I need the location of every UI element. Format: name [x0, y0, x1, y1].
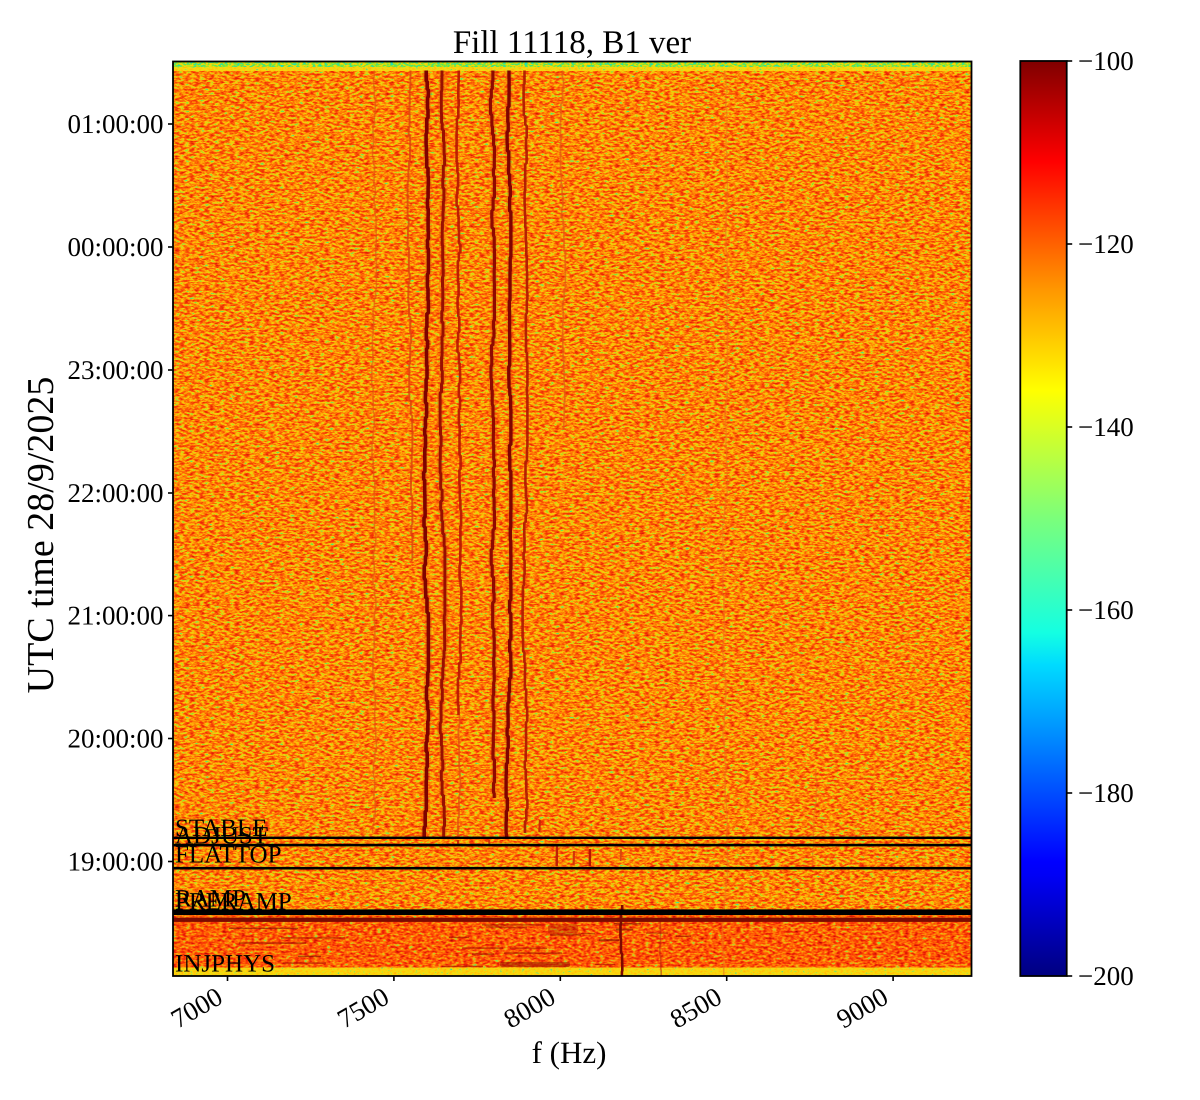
svg-text:STABLE: STABLE	[175, 815, 267, 842]
svg-text:01:00:00: 01:00:00	[67, 109, 163, 139]
svg-text:−180: −180	[1078, 778, 1134, 808]
svg-text:−100: −100	[1078, 46, 1134, 76]
svg-text:INJPHYS: INJPHYS	[175, 951, 275, 978]
svg-text:8000: 8000	[499, 981, 561, 1034]
svg-text:−200: −200	[1078, 961, 1134, 991]
svg-text:−160: −160	[1078, 595, 1134, 625]
svg-text:22:00:00: 22:00:00	[67, 478, 163, 508]
svg-text:RAMP: RAMP	[175, 885, 246, 912]
svg-text:−140: −140	[1078, 412, 1134, 442]
svg-text:8500: 8500	[665, 981, 727, 1034]
svg-text:7500: 7500	[332, 981, 394, 1034]
svg-text:9000: 9000	[831, 981, 893, 1034]
svg-text:PRERAMP: PRERAMP	[175, 888, 292, 915]
svg-text:FLATTOP: FLATTOP	[175, 841, 282, 868]
svg-text:7000: 7000	[166, 981, 228, 1034]
svg-text:23:00:00: 23:00:00	[67, 355, 163, 385]
svg-text:f (Hz): f (Hz)	[532, 1035, 607, 1070]
svg-text:20:00:00: 20:00:00	[67, 723, 163, 753]
svg-text:Fill 11118, B1 ver: Fill 11118, B1 ver	[453, 25, 691, 61]
svg-text:ADJUST: ADJUST	[175, 822, 268, 849]
svg-text:00:00:00: 00:00:00	[67, 232, 163, 262]
svg-text:UTC time 28/9/2025: UTC time 28/9/2025	[20, 377, 62, 694]
svg-text:−120: −120	[1078, 229, 1134, 259]
svg-text:21:00:00: 21:00:00	[67, 601, 163, 631]
svg-text:19:00:00: 19:00:00	[67, 846, 163, 876]
